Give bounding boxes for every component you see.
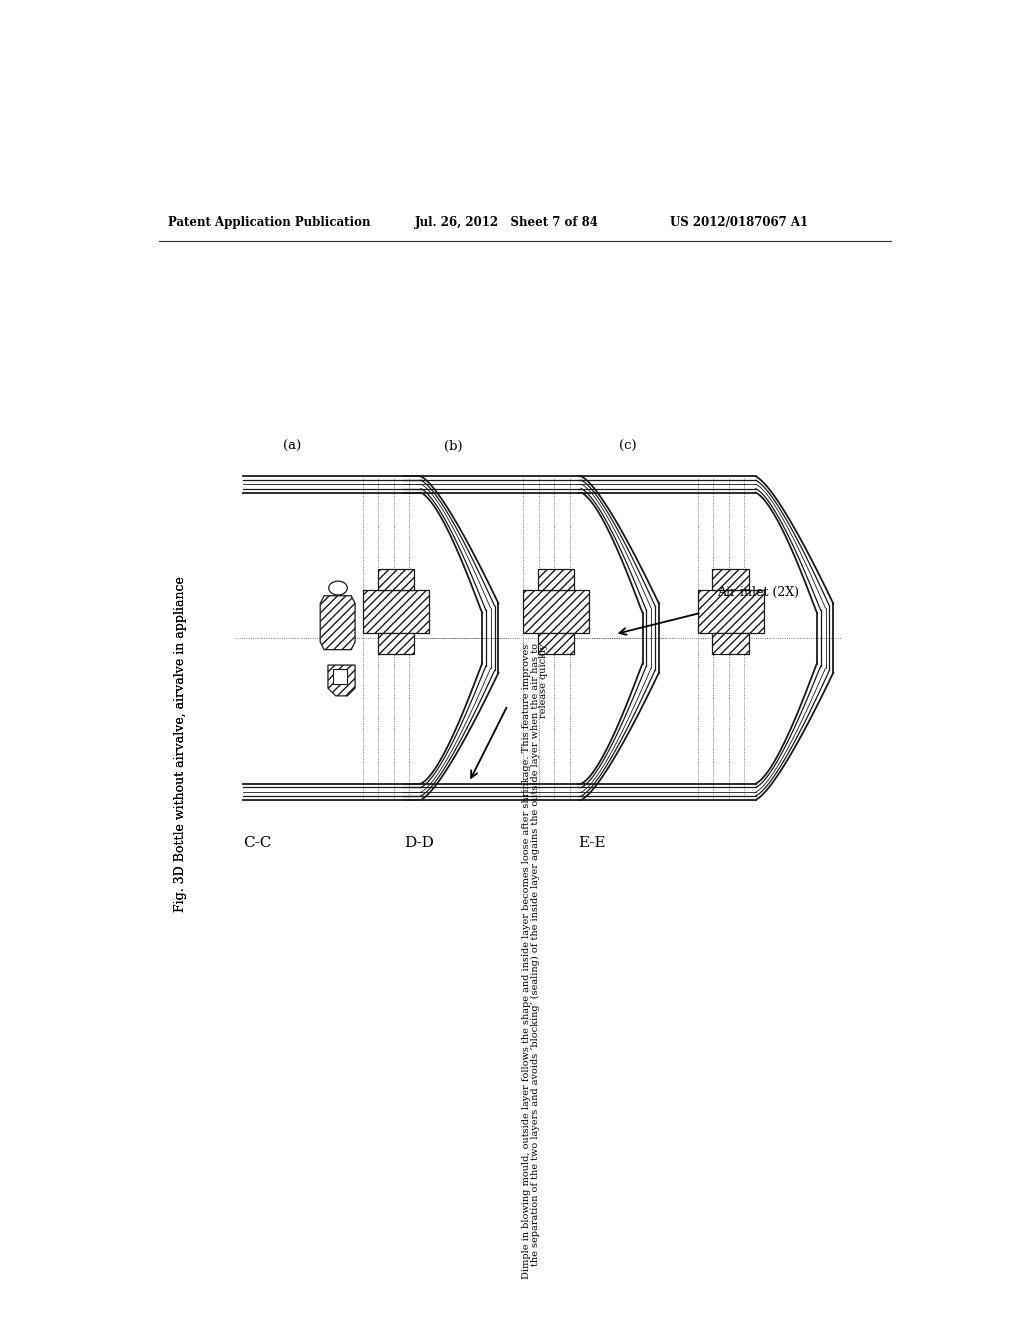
Bar [378,632,414,655]
Bar [713,569,749,590]
Text: C-C: C-C [243,836,271,850]
Ellipse shape [329,581,347,595]
Text: E-E: E-E [579,836,606,850]
Text: (a): (a) [284,440,301,453]
Text: Fig. 3D Bottle without airvalve, airvalve in appliance: Fig. 3D Bottle without airvalve, airvalv… [174,576,187,912]
Bar [538,569,574,590]
Bar [538,632,574,655]
Text: release quickly: release quickly [539,644,548,718]
Text: (c): (c) [620,440,637,453]
Bar [362,590,429,632]
Text: Patent Application Publication: Patent Application Publication [168,215,371,228]
Text: Air inlet (2X): Air inlet (2X) [717,586,799,599]
Text: the separation of the two layers and avoids ‘blocking’ (sealing) of the inside l: the separation of the two layers and avo… [530,644,540,1266]
Bar [378,569,414,590]
Text: Fig. 3D Bottle without airvalve, airvalve in appliance: Fig. 3D Bottle without airvalve, airvalv… [174,576,187,912]
Bar [713,632,749,655]
Text: US 2012/0187067 A1: US 2012/0187067 A1 [671,215,809,228]
Polygon shape [328,665,355,696]
Text: Dimple in blowing mould, outside layer follows the shape and inside layer become: Dimple in blowing mould, outside layer f… [521,644,530,1279]
Text: Jul. 26, 2012   Sheet 7 of 84: Jul. 26, 2012 Sheet 7 of 84 [415,215,599,228]
Bar [334,669,347,684]
Text: (b): (b) [444,440,463,453]
Bar [697,590,764,632]
Bar [523,590,589,632]
Text: D-D: D-D [403,836,434,850]
Polygon shape [321,595,355,649]
